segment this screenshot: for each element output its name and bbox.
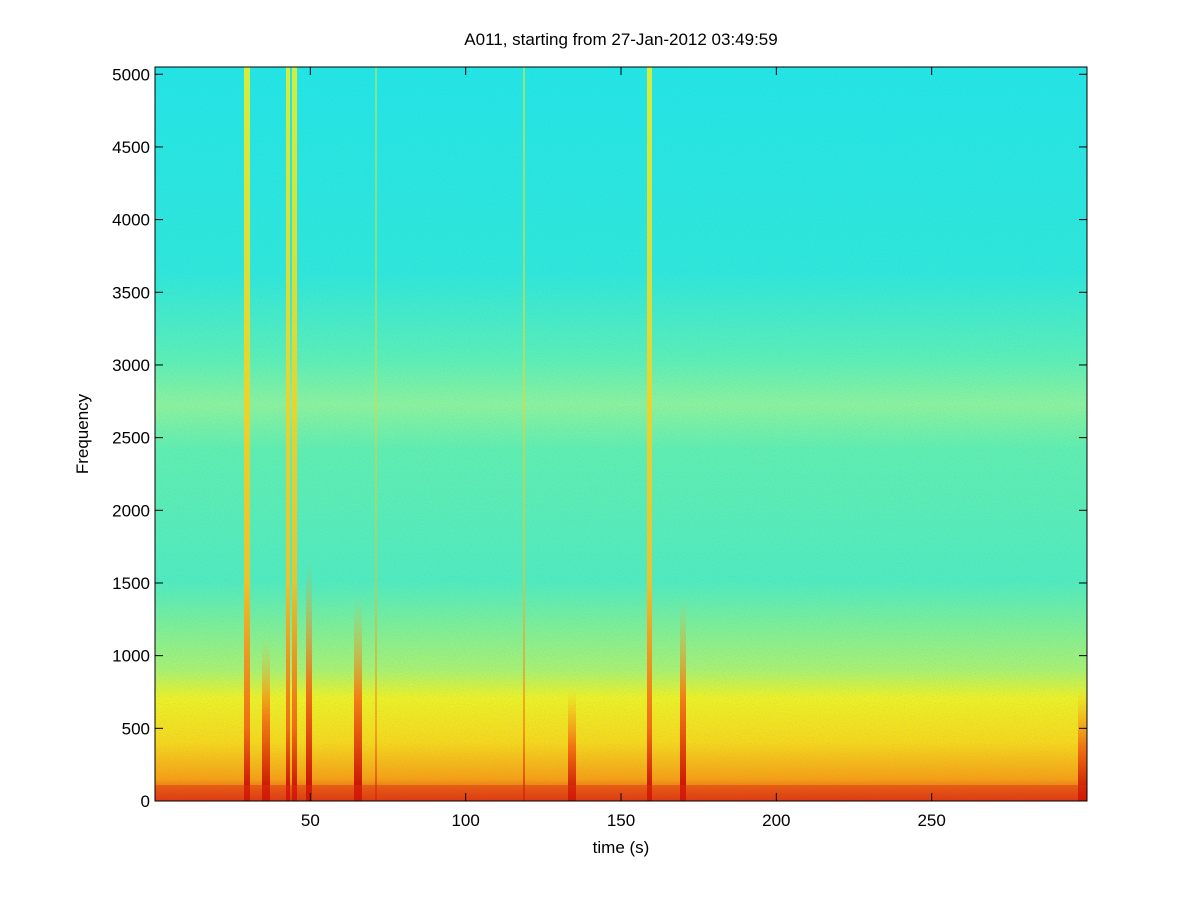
y-tick-label: 4500 (112, 138, 150, 157)
chart-title: A011, starting from 27-Jan-2012 03:49:59 (464, 30, 777, 49)
burst (680, 600, 686, 801)
x-tick-label: 100 (451, 811, 479, 830)
y-tick-label: 4000 (112, 211, 150, 230)
burst (568, 690, 576, 801)
x-tick-label: 50 (301, 811, 320, 830)
y-tick-label: 0 (141, 792, 150, 811)
y-tick-label: 1500 (112, 574, 150, 593)
x-axis-label: time (s) (593, 838, 650, 857)
streak (292, 67, 297, 801)
y-tick-label: 5000 (112, 65, 150, 84)
y-axis-label: Frequency (73, 393, 92, 474)
burst (1078, 690, 1087, 801)
y-tick-label: 500 (122, 719, 150, 738)
x-tick-label: 150 (607, 811, 635, 830)
streak (523, 67, 525, 801)
x-tick-label: 250 (917, 811, 945, 830)
burst (262, 640, 270, 801)
y-tick-label: 3000 (112, 356, 150, 375)
streak (375, 67, 377, 801)
burst (306, 560, 312, 801)
streak (647, 67, 652, 801)
y-tick-label: 3500 (112, 283, 150, 302)
y-tick-label: 2000 (112, 501, 150, 520)
streak (286, 67, 290, 801)
y-tick-label: 1000 (112, 647, 150, 666)
streak (244, 67, 250, 801)
spectrogram-image (155, 67, 1087, 801)
burst (354, 600, 362, 801)
y-tick-label: 2500 (112, 429, 150, 448)
x-tick-label: 200 (762, 811, 790, 830)
